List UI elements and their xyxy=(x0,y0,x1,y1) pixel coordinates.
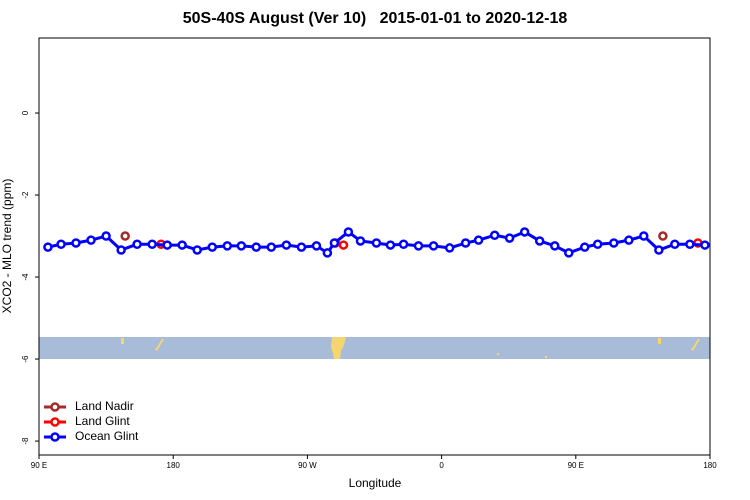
data-point xyxy=(550,241,560,251)
plot-frame xyxy=(38,37,711,456)
legend-marker xyxy=(50,402,60,412)
data-point xyxy=(222,241,233,251)
data-point xyxy=(413,241,424,251)
data-point xyxy=(460,238,471,248)
y-tick-label: 0 xyxy=(21,110,30,115)
y-tick-label: -2 xyxy=(21,191,30,199)
data-point xyxy=(86,235,96,245)
ocean-band xyxy=(39,337,710,359)
data-point xyxy=(329,238,340,248)
data-point xyxy=(266,242,277,252)
x-tick-label: 90 W xyxy=(298,461,317,470)
data-point xyxy=(162,240,172,250)
x-tick-label: 180 xyxy=(167,461,181,470)
data-point xyxy=(534,236,545,246)
chart-title: 50S-40S August (Ver 10) 2015-01-01 to 20… xyxy=(183,10,568,27)
data-point xyxy=(473,235,484,245)
data-point xyxy=(654,245,664,255)
data-point xyxy=(116,245,126,255)
data-point xyxy=(147,239,157,249)
data-point xyxy=(343,227,354,237)
data-point xyxy=(579,242,590,252)
x-tick-label: 180 xyxy=(703,461,717,470)
data-point xyxy=(592,239,603,249)
data-point xyxy=(338,240,349,250)
data-point xyxy=(56,239,66,249)
data-point xyxy=(236,241,247,251)
data-point xyxy=(670,239,680,249)
data-point xyxy=(43,242,53,252)
data-point xyxy=(355,236,366,246)
data-point xyxy=(444,243,455,253)
x-axis-label: Longitude xyxy=(349,476,402,490)
data-point xyxy=(322,248,333,258)
data-point xyxy=(489,230,500,240)
data-point xyxy=(504,233,515,243)
data-point xyxy=(609,238,619,248)
data-point xyxy=(311,241,322,251)
data-point xyxy=(564,248,574,258)
data-point xyxy=(624,235,634,245)
map-strip xyxy=(39,337,710,359)
data-point xyxy=(101,231,111,241)
data-point xyxy=(192,245,202,255)
data-point xyxy=(658,231,668,241)
data-point xyxy=(71,238,81,248)
legend-label: Ocean Glint xyxy=(75,429,139,443)
data-point xyxy=(398,239,409,249)
legend-label: Land Glint xyxy=(75,414,130,428)
data-point xyxy=(685,239,695,249)
y-tick-label: -6 xyxy=(21,355,30,363)
legend-label: Land Nadir xyxy=(75,399,134,413)
data-point xyxy=(177,240,187,250)
data-point xyxy=(385,240,396,250)
data-point xyxy=(428,241,439,251)
x-tick-label: 90 E xyxy=(31,461,47,470)
y-axis-label: XCO2 - MLO trend (ppm) xyxy=(0,179,14,314)
data-point xyxy=(371,238,382,248)
data-point xyxy=(296,242,307,252)
x-tick-label: 0 xyxy=(439,461,444,470)
data-point xyxy=(700,240,710,250)
data-point xyxy=(281,240,292,250)
y-tick-label: -4 xyxy=(21,273,30,281)
data-point xyxy=(519,227,530,237)
legend-marker xyxy=(50,417,60,427)
y-tick-label: -8 xyxy=(21,437,30,445)
data-point xyxy=(639,231,649,241)
data-point xyxy=(251,242,262,252)
data-point xyxy=(120,231,130,241)
data-point xyxy=(207,242,218,252)
x-tick-label: 90 E xyxy=(568,461,584,470)
series-line xyxy=(47,230,706,255)
legend-marker xyxy=(50,432,60,442)
data-point xyxy=(132,239,142,249)
